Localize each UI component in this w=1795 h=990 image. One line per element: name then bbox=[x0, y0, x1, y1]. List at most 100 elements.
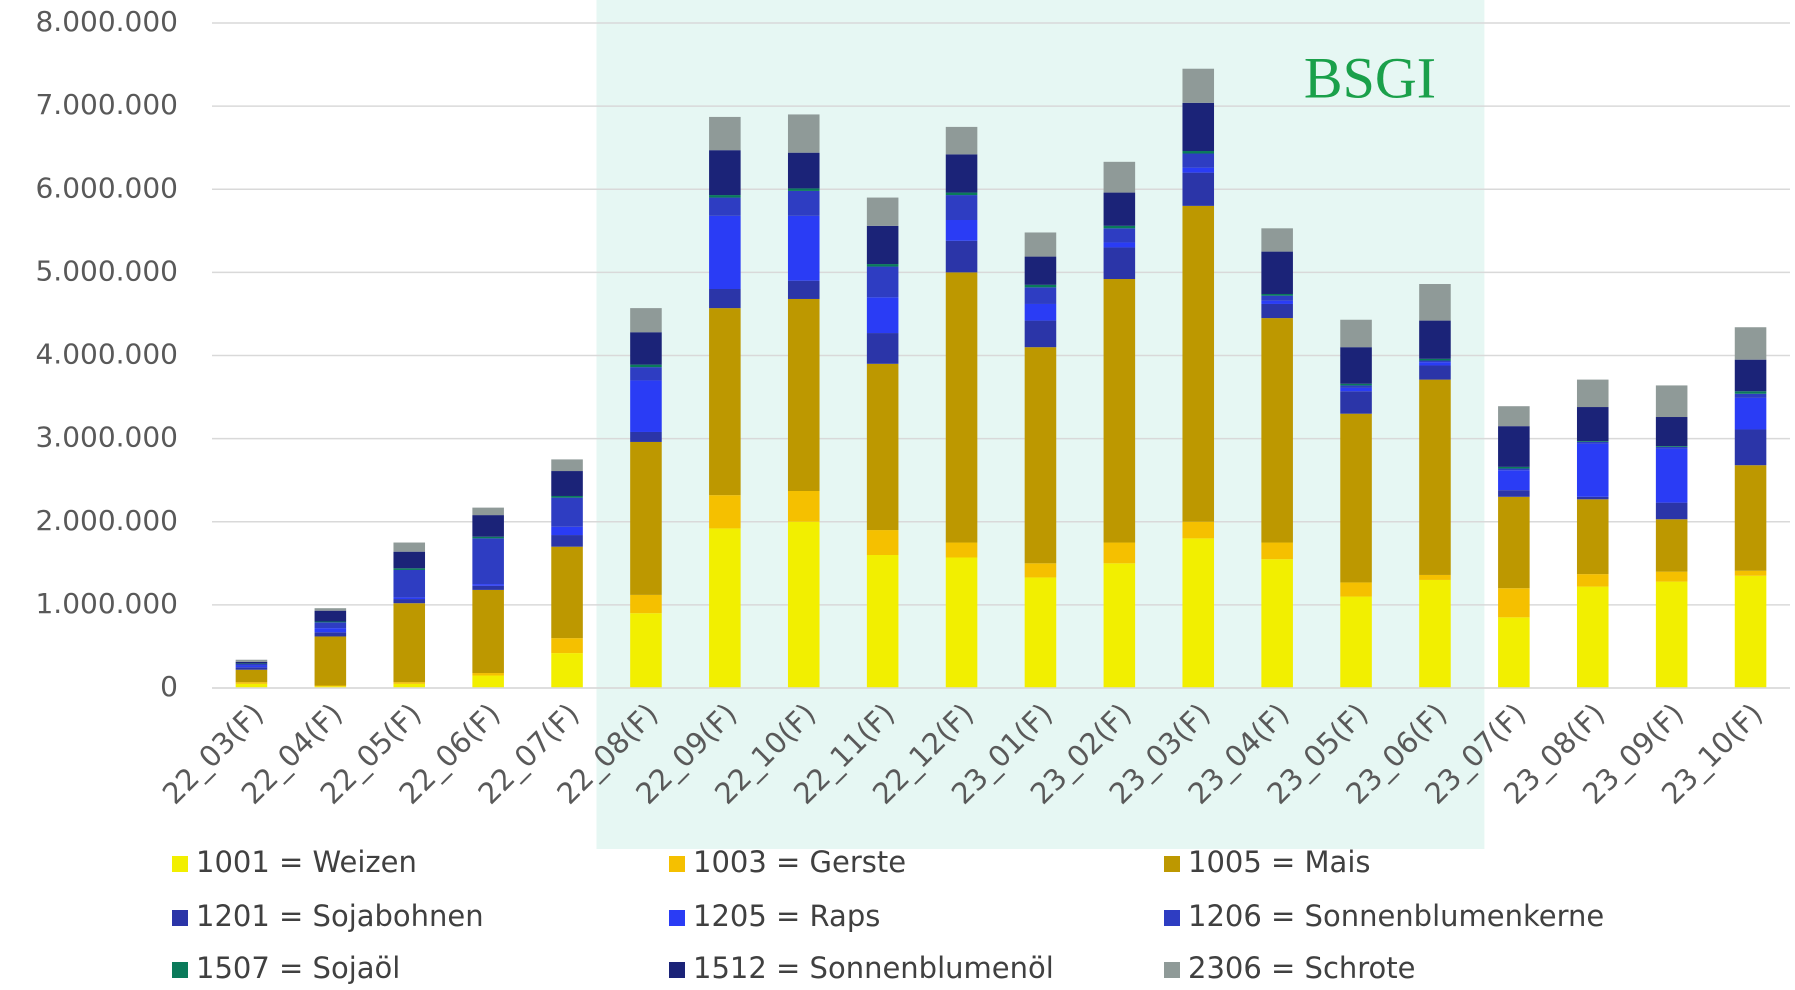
bar-segment bbox=[945, 272, 978, 543]
bar-segment bbox=[1261, 559, 1293, 688]
bar-segment bbox=[1024, 284, 1057, 288]
bar-segment bbox=[630, 441, 662, 595]
bar-segment bbox=[1498, 468, 1530, 471]
bar-segment bbox=[945, 542, 978, 558]
bar-segment bbox=[1498, 490, 1530, 497]
bar-segment bbox=[1261, 293, 1293, 296]
bar-segment bbox=[866, 264, 899, 267]
bar-segment bbox=[1419, 358, 1451, 361]
bar-segment bbox=[1182, 538, 1215, 688]
bar-segment bbox=[1103, 563, 1136, 688]
bar-segment bbox=[1261, 300, 1293, 304]
bar-segment bbox=[787, 190, 820, 216]
bar-segment bbox=[393, 569, 426, 598]
bar-segment bbox=[945, 154, 978, 193]
bar-segment bbox=[1734, 393, 1767, 398]
annotation: BSGI bbox=[1304, 45, 1436, 110]
bar-segment bbox=[393, 682, 426, 684]
bar-segment bbox=[1576, 441, 1609, 444]
bar-segment bbox=[551, 546, 583, 639]
bar-segment bbox=[1655, 446, 1688, 449]
bar-segment bbox=[630, 364, 662, 368]
bar-segment bbox=[787, 280, 820, 299]
bar-segment bbox=[1103, 228, 1136, 243]
bar-segment bbox=[551, 638, 583, 654]
bar-segment bbox=[551, 497, 583, 527]
bar-segment bbox=[1340, 347, 1372, 384]
bar-segment bbox=[1103, 242, 1136, 248]
bar-segment bbox=[1419, 365, 1451, 380]
bar-segment bbox=[1734, 570, 1767, 576]
bar-segment bbox=[1419, 284, 1451, 321]
bar-segment bbox=[1576, 379, 1609, 408]
bar-segment bbox=[1261, 228, 1293, 252]
y-tick-label: 3.000.000 bbox=[35, 421, 178, 454]
bar-segment bbox=[1182, 205, 1215, 522]
bar-segment bbox=[393, 683, 426, 688]
bar-segment bbox=[709, 308, 741, 496]
bar-segment bbox=[314, 628, 347, 633]
bar-segment bbox=[235, 659, 268, 662]
bar-segment bbox=[1261, 303, 1293, 319]
bar-segment bbox=[1498, 470, 1530, 491]
legend-swatch bbox=[172, 962, 188, 978]
bar-segment bbox=[1182, 167, 1215, 173]
bar-segment bbox=[709, 195, 741, 198]
bar-segment bbox=[1734, 397, 1767, 430]
bar-segment bbox=[393, 542, 426, 552]
bar-segment bbox=[866, 363, 899, 531]
y-tick-label: 0 bbox=[160, 670, 178, 703]
legend-label: 1205 = Raps bbox=[693, 899, 880, 933]
bar-segment bbox=[866, 197, 899, 226]
bar-segment bbox=[1182, 153, 1215, 168]
bar-segment bbox=[1261, 251, 1293, 294]
bar-segment bbox=[472, 538, 504, 585]
bar-segment bbox=[709, 197, 741, 216]
bar-segment bbox=[314, 608, 347, 611]
bar-segment bbox=[1103, 247, 1136, 280]
bar-segment bbox=[1419, 574, 1451, 580]
bar-segment bbox=[945, 192, 978, 196]
bar-segment bbox=[866, 555, 899, 688]
y-tick-label: 1.000.000 bbox=[35, 587, 178, 620]
bar-segment bbox=[1734, 429, 1767, 466]
bar-segment bbox=[1734, 359, 1767, 392]
bar-segment bbox=[1024, 232, 1057, 257]
bar-segment bbox=[630, 332, 662, 365]
bar-segment bbox=[1576, 574, 1609, 587]
bar-segment bbox=[709, 215, 741, 289]
bar-segment bbox=[1498, 406, 1530, 427]
bar-segment bbox=[1734, 391, 1767, 394]
bar-segment bbox=[1655, 571, 1688, 582]
bar-segment bbox=[551, 535, 583, 547]
bar-segment bbox=[551, 471, 583, 496]
bar-segment bbox=[1734, 327, 1767, 360]
bar-segment bbox=[945, 557, 978, 688]
bar-segment bbox=[1419, 362, 1451, 366]
bar-segment bbox=[1340, 596, 1372, 688]
bar-segment bbox=[235, 663, 268, 666]
bar-segment bbox=[630, 380, 662, 432]
bar-segment bbox=[393, 603, 426, 683]
bar-segment bbox=[866, 530, 899, 555]
bar-segment bbox=[1182, 151, 1215, 154]
bar-segment bbox=[1261, 542, 1293, 560]
bar-segment bbox=[314, 610, 347, 622]
legend-label: 1507 = Sojaöl bbox=[196, 951, 400, 985]
bar-segment bbox=[472, 585, 504, 590]
bar-segment bbox=[709, 116, 741, 151]
bar-segment bbox=[709, 528, 741, 688]
bar-segment bbox=[1182, 172, 1215, 206]
legend: 1001 = Weizen 1003 = Gerste 1005 = Mais 120… bbox=[172, 845, 1604, 985]
y-tick-label: 8.000.000 bbox=[35, 5, 178, 38]
bar-segment bbox=[1261, 318, 1293, 543]
bar-segment bbox=[235, 667, 268, 670]
bar-segment bbox=[945, 195, 978, 221]
bar-segment bbox=[866, 225, 899, 265]
bar-segment bbox=[314, 636, 347, 686]
bar-segment bbox=[1576, 499, 1609, 575]
legend-swatch bbox=[172, 910, 188, 926]
legend-swatch bbox=[669, 856, 685, 872]
bar-segment bbox=[1340, 391, 1372, 414]
